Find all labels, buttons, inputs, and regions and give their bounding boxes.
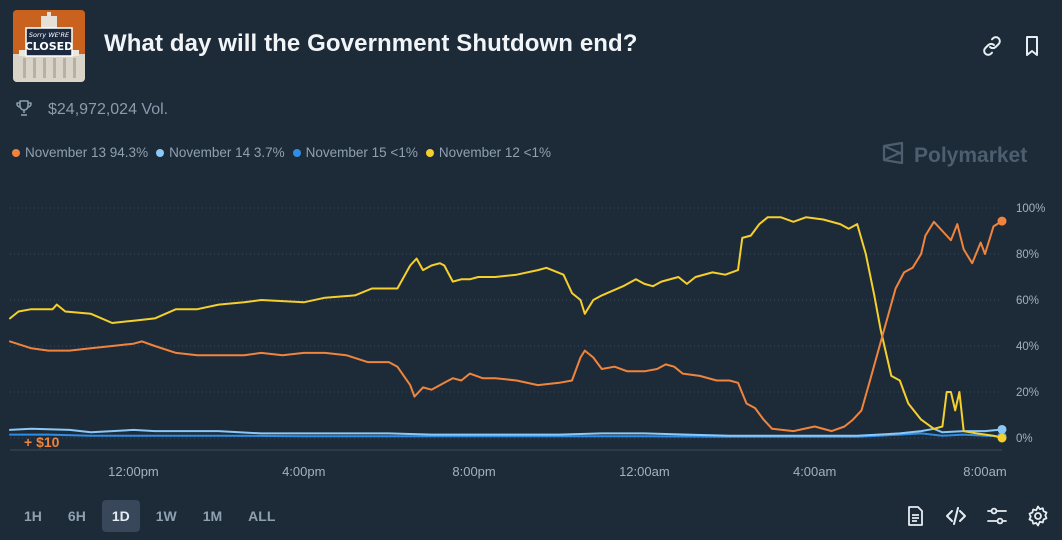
- x-tick-label: 12:00pm: [108, 464, 159, 479]
- polymarket-logo-icon: [880, 140, 906, 171]
- series-line-november-13: [9, 220, 1003, 433]
- y-tick-label: 60%: [1016, 295, 1039, 307]
- y-tick-label: 80%: [1016, 249, 1039, 261]
- legend-color-dot: [292, 148, 301, 157]
- x-tick-label: 8:00pm: [452, 464, 495, 479]
- market-title: What day will the Government Shutdown en…: [104, 30, 638, 57]
- thumbnail-sign-main-text: CLOSED: [25, 40, 74, 53]
- legend-label: November 15 <1%: [305, 145, 418, 160]
- probability-chart: 0% 20% 40% 60% 80% 100% 12:00pm 4:00pm 8:00pm 12:…: [9, 203, 1045, 479]
- trophy-icon: [14, 98, 34, 123]
- timeframe-button-1d[interactable]: 1D: [101, 500, 140, 532]
- legend-item: November 14 3.7%: [156, 145, 285, 160]
- series-line-november-12: [9, 216, 1003, 439]
- link-icon[interactable]: [980, 34, 1004, 58]
- settings-gear-icon[interactable]: [1026, 504, 1050, 528]
- timeframe-button-6h[interactable]: 6H: [67, 508, 86, 524]
- timeframe-selector: 1H 6H 1D 1W 1M ALL: [14, 500, 291, 532]
- timeframe-button-1m[interactable]: 1M: [202, 508, 223, 524]
- y-tick-label: 0%: [1016, 433, 1033, 445]
- legend-label: November 12 <1%: [438, 145, 552, 160]
- volume-value: $24,972,024 Vol.: [48, 101, 169, 118]
- x-tick-label: 12:00am: [619, 464, 670, 479]
- timeframe-button-1h[interactable]: 1H: [24, 508, 42, 524]
- document-icon[interactable]: [903, 504, 927, 528]
- y-tick-label: 40%: [1016, 341, 1039, 353]
- bookmark-icon[interactable]: [1020, 34, 1044, 58]
- y-tick-label: 100%: [1016, 203, 1045, 215]
- legend-label: November 13 94.3%: [25, 145, 149, 160]
- thumbnail-sign-top-text: Sorry WE'RE: [29, 31, 70, 39]
- market-thumbnail: Sorry WE'RE CLOSED: [13, 10, 85, 82]
- x-tick-label: 8:00am: [963, 464, 1006, 479]
- series-line-november-15: [9, 432, 1003, 438]
- embed-code-icon[interactable]: [944, 504, 968, 528]
- x-tick-label: 4:00pm: [282, 464, 325, 479]
- chart-tools: [886, 504, 1050, 528]
- legend-color-dot: [12, 148, 20, 157]
- y-tick-label: 20%: [1016, 387, 1039, 399]
- series-endpoint-november-13: [997, 216, 1007, 226]
- series-line-november-14: [9, 427, 1003, 437]
- sliders-icon[interactable]: [985, 504, 1009, 528]
- volume-row: $24,972,024 Vol.: [14, 98, 169, 123]
- legend-color-dot: [156, 148, 165, 157]
- chart-legend: November 13 94.3% November 14 3.7% Novembe…: [12, 145, 559, 160]
- polymarket-brand: Polymarket: [880, 140, 1027, 171]
- polymarket-wordmark: Polymarket: [914, 143, 1028, 167]
- legend-label: November 14 3.7%: [169, 145, 285, 160]
- series-endpoint-november-14: [997, 424, 1007, 434]
- timeframe-button-all[interactable]: ALL: [248, 508, 276, 524]
- legend-item: November 15 <1%: [292, 145, 418, 160]
- chart-annotation: + $10: [24, 434, 60, 450]
- series-endpoint-november-12: [997, 433, 1007, 443]
- timeframe-button-1w[interactable]: 1W: [155, 508, 177, 524]
- x-tick-label: 4:00am: [793, 464, 836, 479]
- legend-color-dot: [425, 148, 434, 157]
- legend-item: November 13 94.3%: [12, 145, 148, 160]
- legend-item: November 12 <1%: [425, 145, 552, 160]
